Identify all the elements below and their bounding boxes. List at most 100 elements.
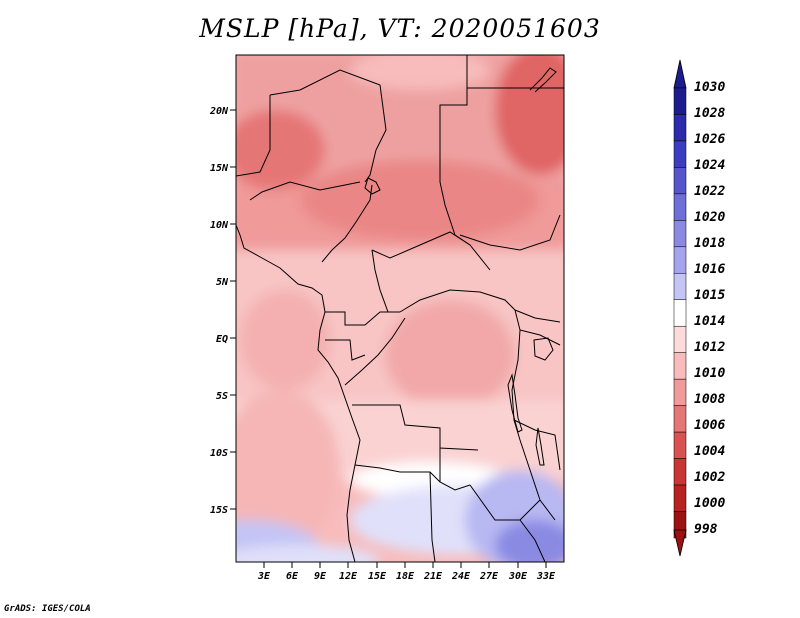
colorbar-cells xyxy=(673,87,687,539)
lat-label-5n: 5N xyxy=(216,277,229,288)
border-namibia-botswana xyxy=(429,471,436,562)
field-gabon-coast xyxy=(240,290,330,390)
colorbar-label-1015: 1015 xyxy=(694,288,726,303)
colorbar-cell-1015 xyxy=(673,299,687,327)
border-car-drc xyxy=(399,289,516,313)
lat-label-15n: 15N xyxy=(210,163,229,174)
border-drc-angola xyxy=(352,404,479,451)
border-mali-niger xyxy=(236,95,271,177)
border-cameroon-car xyxy=(371,249,389,313)
border-angola-zambia xyxy=(439,448,471,491)
lake-chad xyxy=(364,177,381,195)
colorbar-cell-1028 xyxy=(673,114,687,142)
border-angola-namibia xyxy=(354,464,441,483)
border-uganda-ssudan xyxy=(514,309,561,323)
field-top-light xyxy=(350,55,490,90)
colorbar-cell-1022 xyxy=(673,193,687,221)
field-congo-basin xyxy=(385,300,515,410)
lon-label-9e: 9E xyxy=(314,571,327,582)
colorbar-label-1004: 1004 xyxy=(694,444,726,459)
colorbar-label-1010: 1010 xyxy=(694,366,726,381)
colorbar-label-1026: 1026 xyxy=(694,132,726,147)
lake-tanganyika xyxy=(507,373,523,433)
lat-label-5s: 5S xyxy=(216,391,228,402)
coastline-west xyxy=(236,224,361,562)
lon-label-30e: 30E xyxy=(508,571,528,582)
colorbar-label-1030: 1030 xyxy=(694,80,726,95)
lat-label-10n: 10N xyxy=(210,220,229,231)
border-niger-chad xyxy=(364,84,387,183)
colorbar-cell-1030 xyxy=(673,87,687,115)
lon-label-12e: 12E xyxy=(339,571,358,582)
lon-label-27e: 27E xyxy=(479,571,499,582)
lon-label-6e: 6E xyxy=(286,571,299,582)
colorbar-cell-1024 xyxy=(673,167,687,195)
colorbar-label-1014: 1014 xyxy=(694,314,726,329)
border-zambia-zimbabwe xyxy=(469,484,541,521)
border-congo-drc xyxy=(344,317,406,386)
colorbar-cell-1018 xyxy=(673,246,687,274)
border-libya-sudan xyxy=(439,55,468,182)
border-gabon-congo xyxy=(325,339,366,361)
border-cameroon-gabon xyxy=(325,311,400,326)
red-sea-coast xyxy=(529,67,557,93)
colorbar-label-998: 998 xyxy=(694,522,718,537)
lon-label-15e: 15E xyxy=(368,571,387,582)
field-west-low xyxy=(236,110,325,190)
colorbar-label-1012: 1012 xyxy=(694,340,726,355)
colorbar-label-1022: 1022 xyxy=(694,184,726,199)
lon-label-3e: 3E xyxy=(257,571,271,582)
border-chad-sudan xyxy=(439,181,471,246)
colorbar-label-1016: 1016 xyxy=(694,262,726,277)
field-ne-low xyxy=(495,55,564,175)
software-credit: GrADS: IGES/COLA xyxy=(4,604,91,614)
border-niger-nigeria xyxy=(249,181,361,201)
colorbar-label-1028: 1028 xyxy=(694,106,726,121)
colorbar-label-1024: 1024 xyxy=(694,158,726,173)
border-zim-moz xyxy=(519,519,546,562)
field-chad-low xyxy=(300,160,540,240)
colorbar-cell-1012 xyxy=(673,352,687,380)
pressure-field xyxy=(236,55,564,562)
border-drc-east xyxy=(511,309,521,441)
lon-label-33e: 33E xyxy=(536,571,556,582)
lon-label-18e: 18E xyxy=(396,571,415,582)
border-algeria-niger xyxy=(269,69,381,96)
border-nigeria-cameroon xyxy=(321,184,373,263)
colorbar-cell-1008 xyxy=(673,405,687,433)
border-kenya-uganda xyxy=(519,329,561,346)
colorbar-cell-1026 xyxy=(673,140,687,168)
lat-label-eq: EQ xyxy=(216,334,228,345)
map-title: MSLP [hPa], VT: 2020051603 xyxy=(199,14,601,43)
colorbar-label-1008: 1008 xyxy=(694,392,726,407)
field-high-core xyxy=(495,520,564,562)
lon-label-21e: 21E xyxy=(423,571,443,582)
colorbar-label-1006: 1006 xyxy=(694,418,726,433)
colorbar-cell-1006 xyxy=(673,431,687,459)
colorbar-label-1000: 1000 xyxy=(694,496,726,511)
colorbar-cell-1004 xyxy=(673,458,687,486)
lon-label-24e: 24E xyxy=(451,571,471,582)
colorbar-cell-1020 xyxy=(673,220,687,248)
colorbar-cell-1016 xyxy=(673,273,687,301)
lon-axis: 3E 6E 9E 12E 15E 18E 21E 24E 27E 30E 33E xyxy=(257,562,556,582)
colorbar-cell-1002 xyxy=(673,484,687,512)
colorbar-top-arrow xyxy=(673,59,687,89)
colorbar-cell-1014 xyxy=(673,325,687,353)
colorbar-label-1020: 1020 xyxy=(694,210,726,225)
lat-label-15s: 15S xyxy=(210,505,228,516)
field-sw-lavender xyxy=(236,545,380,562)
colorbar-bottom-arrow xyxy=(673,529,687,557)
border-sudan-ssudan xyxy=(459,214,561,251)
lat-label-20n: 20N xyxy=(209,106,229,117)
colorbar xyxy=(673,59,687,557)
field-atlantic-pink xyxy=(236,390,340,550)
colorbar-label-1002: 1002 xyxy=(694,470,726,485)
border-tanzania xyxy=(513,419,561,471)
border-mozambique-malawi xyxy=(519,439,556,521)
map-frame xyxy=(235,54,565,563)
lat-axis: 20N 15N 10N 5N EQ 5S 10S 15S xyxy=(209,106,236,516)
colorbar-label-1018: 1018 xyxy=(694,236,726,251)
lat-label-10s: 10S xyxy=(210,448,228,459)
lake-victoria xyxy=(533,337,554,361)
